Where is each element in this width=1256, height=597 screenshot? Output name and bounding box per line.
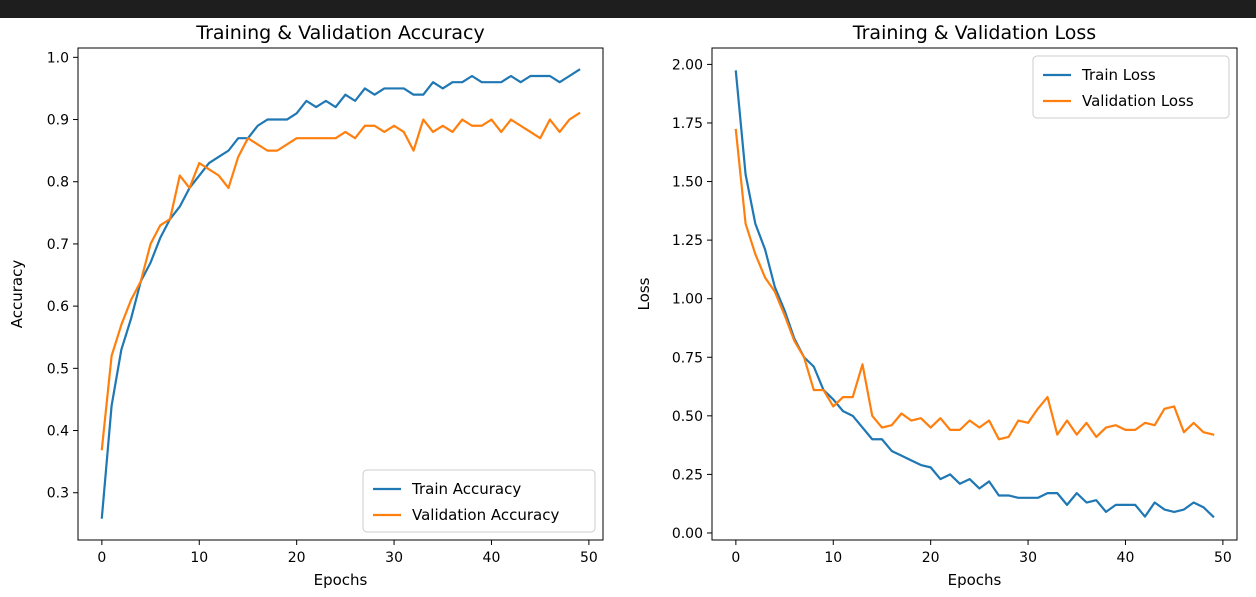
accuracy-series-line-train-accuracy xyxy=(100,68,581,519)
accuracy-x-tick-label: 10 xyxy=(190,550,208,566)
loss-legend-box xyxy=(1032,55,1230,119)
loss-y-tick-label: 1.25 xyxy=(672,233,703,249)
loss-legend-entry: Validation Loss xyxy=(1082,92,1194,110)
loss-y-axis-label: Loss xyxy=(635,277,653,310)
accuracy-legend-entry: Validation Accuracy xyxy=(412,506,559,524)
loss-y-tick-label: 0.75 xyxy=(672,350,703,366)
loss-y-tick-label: 1.50 xyxy=(672,175,703,191)
accuracy-y-tick-label: 0.7 xyxy=(47,237,69,253)
accuracy-x-tick-label: 40 xyxy=(483,550,501,566)
accuracy-legend: Train Accuracy Validation Accuracy xyxy=(362,469,596,533)
chart-figure: 0 10 20 30 40 50 0.3 0.4 0.5 0.6 0.7 0.8 0.9 1.0 Train… xyxy=(8,22,1238,589)
loss-y-tick-label: 1.00 xyxy=(672,292,703,308)
accuracy-y-tick-label: 0.4 xyxy=(47,424,69,440)
accuracy-y-tick-label: 0.3 xyxy=(47,486,69,502)
accuracy-chart-title: Training & Validation Accuracy xyxy=(195,22,484,44)
accuracy-y-tick-label: 1.0 xyxy=(47,50,69,66)
accuracy-x-tick-label: 20 xyxy=(288,550,306,566)
loss-y-tick-label: 0.00 xyxy=(672,526,703,542)
loss-x-tick-label: 50 xyxy=(1214,550,1232,566)
loss-axes-frame xyxy=(711,47,1238,541)
accuracy-series-line-validation-accuracy xyxy=(100,111,581,451)
accuracy-x-tick-label: 30 xyxy=(385,550,403,566)
accuracy-legend-box xyxy=(362,469,596,533)
loss-y-tick-label: 1.75 xyxy=(672,116,703,132)
accuracy-legend-entry: Train Accuracy xyxy=(411,480,521,498)
accuracy-chart: 0 10 20 30 40 50 0.3 0.4 0.5 0.6 0.7 0.8 0.9 1.0 Train… xyxy=(8,22,604,589)
accuracy-y-tick-label: 0.6 xyxy=(47,299,69,315)
accuracy-y-tick-label: 0.5 xyxy=(47,361,69,377)
loss-series-line-validation-loss xyxy=(734,128,1215,441)
accuracy-y-tick-label: 0.8 xyxy=(47,175,69,191)
loss-legend: Train Loss Validation Loss xyxy=(1032,55,1230,119)
accuracy-x-tick-label: 0 xyxy=(97,550,106,566)
loss-series-line-train-loss xyxy=(734,70,1215,519)
loss-y-tick-label: 2.00 xyxy=(672,57,703,73)
loss-x-tick-label: 20 xyxy=(922,550,940,566)
accuracy-axes-frame xyxy=(77,47,604,541)
loss-x-tick-label: 10 xyxy=(824,550,842,566)
accuracy-x-tick-label: 50 xyxy=(580,550,598,566)
accuracy-y-axis-label: Accuracy xyxy=(8,260,26,329)
figure: 0 10 20 30 40 50 0.3 0.4 0.5 0.6 0.7 0.8 0.9 1.0 Train… xyxy=(0,18,1256,597)
loss-y-tick-label: 0.25 xyxy=(672,467,703,483)
loss-x-tick-label: 30 xyxy=(1019,550,1037,566)
loss-chart: 0 10 20 30 40 50 0.00 0.25 0.50 0.75 1.00 1.25 1.50 1… xyxy=(635,22,1238,589)
loss-x-axis-label: Epochs xyxy=(948,571,1002,589)
loss-x-tick-label: 0 xyxy=(731,550,740,566)
accuracy-y-tick-label: 0.9 xyxy=(47,113,69,129)
loss-x-tick-label: 40 xyxy=(1117,550,1135,566)
accuracy-x-axis-label: Epochs xyxy=(314,571,368,589)
loss-y-tick-label: 0.50 xyxy=(672,409,703,425)
loss-legend-entry: Train Loss xyxy=(1081,66,1156,84)
loss-chart-title: Training & Validation Loss xyxy=(852,22,1096,44)
